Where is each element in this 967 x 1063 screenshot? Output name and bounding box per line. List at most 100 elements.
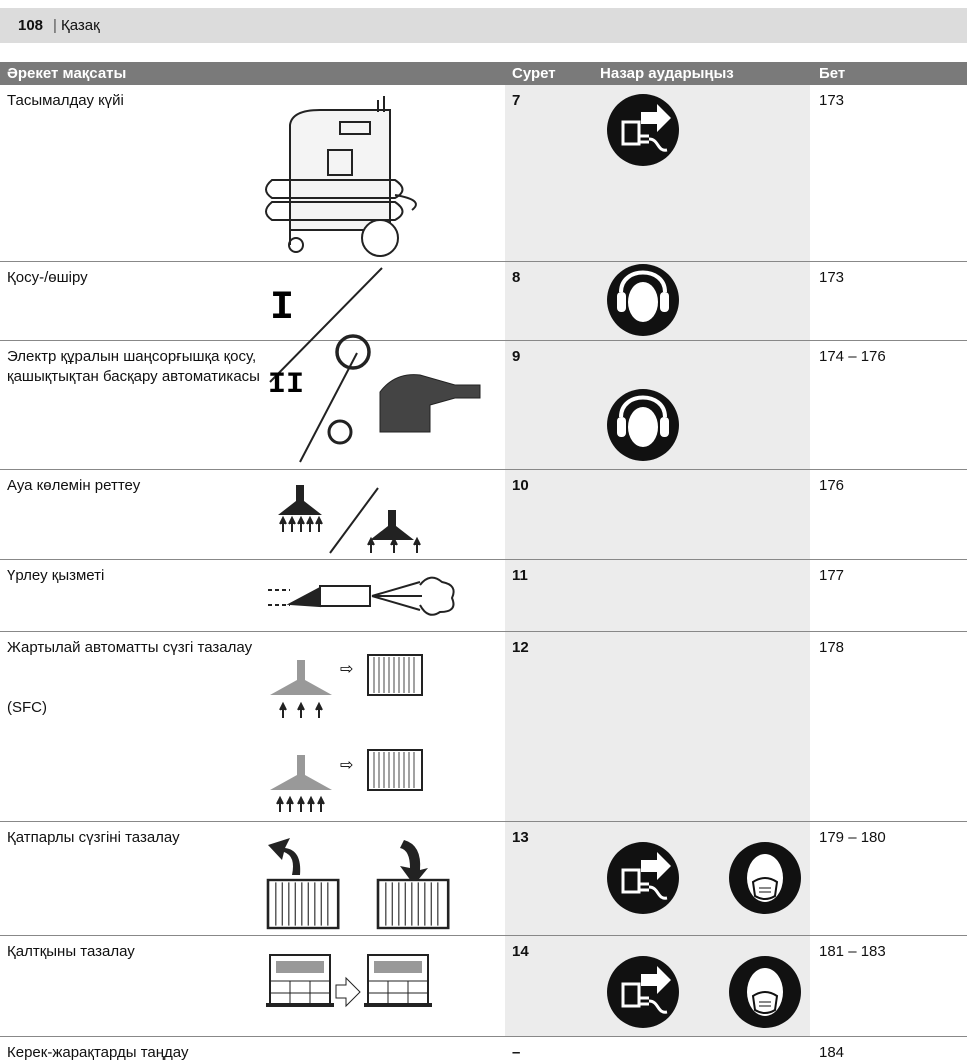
page-ref: 176 (819, 477, 845, 494)
filter-cleaning-sfc: ⇨ ⇨ (270, 654, 423, 813)
icon-part (319, 585, 371, 607)
icon-part: ⇨ (340, 661, 353, 678)
row-rule (0, 935, 967, 936)
icon-part (279, 517, 287, 533)
float-cleaning (265, 954, 433, 1008)
purpose: Ауа көлемін реттеу (7, 477, 141, 494)
figure-number: 7 (512, 92, 521, 109)
page-header: 108 | Қазақ (0, 8, 967, 43)
icon-part (367, 749, 423, 791)
row-rule (0, 340, 967, 341)
figure-number: 12 (512, 639, 529, 656)
icon-part (286, 797, 294, 813)
icon-part (289, 109, 391, 231)
table-header: Әрекет мақсаты Сурет Назар аударыңыз Бет (0, 62, 967, 85)
ear-protection-icon (605, 262, 681, 338)
icon-part (394, 194, 417, 211)
unplug-icon (605, 954, 681, 1030)
icon-part (297, 660, 305, 682)
page-ref: 174 – 176 (819, 348, 886, 365)
icon-part (367, 654, 423, 696)
on-off-symbol: I (269, 267, 383, 383)
figure-number: 8 (512, 269, 521, 286)
icon-part (299, 352, 358, 463)
icon-part (335, 976, 361, 1008)
icon-part (370, 510, 414, 540)
icon-part (269, 267, 383, 383)
row-rule (0, 559, 967, 560)
icon-part (276, 797, 284, 813)
icon-part (297, 517, 305, 533)
purpose: Қатпарлы сүзгіні тазалау (7, 829, 180, 846)
icon-part (376, 878, 450, 930)
column-header: Сурет (512, 65, 556, 82)
row-rule (0, 1036, 967, 1037)
ear-protection-icon (605, 387, 681, 463)
page-ref: 177 (819, 567, 845, 584)
icon-part (297, 797, 305, 813)
icon-part (379, 374, 481, 433)
icon-part (419, 576, 455, 616)
icon-part (288, 517, 296, 533)
separator: | (53, 17, 57, 34)
icon-part (265, 201, 404, 221)
icon-part (270, 775, 332, 790)
blowing (268, 576, 455, 616)
mask-icon (728, 955, 802, 1029)
figure-number: – (512, 1044, 521, 1061)
icon-part (279, 703, 287, 719)
icon-part (390, 538, 398, 554)
figure-number: 13 (512, 829, 529, 846)
purpose: Үрлеу қызметі (7, 567, 105, 584)
page-ref: 173 (819, 269, 845, 286)
air-volume (278, 485, 421, 554)
icon-part (270, 680, 332, 695)
icon-part (306, 517, 314, 533)
icon-part (286, 586, 321, 608)
page-number: 108 (18, 17, 44, 34)
icon-part (361, 219, 399, 257)
icon-part (297, 755, 305, 777)
row-rule (0, 821, 967, 822)
icon-part (335, 334, 371, 370)
purpose: Жартылай автоматты сүзгі тазалау (7, 639, 253, 656)
unplug-icon (605, 840, 681, 916)
figure-number: 9 (512, 348, 521, 365)
icon-part (371, 581, 422, 611)
icon-part (268, 838, 301, 875)
vacuum-cleaner (265, 96, 417, 257)
unplug-icon (605, 92, 681, 168)
icon-part (315, 703, 323, 719)
column-header: Бет (819, 65, 846, 82)
page-ref: 181 – 183 (819, 943, 886, 960)
pleated-filter (266, 838, 450, 930)
page-ref: 179 – 180 (819, 829, 886, 846)
language: Қазақ (61, 17, 100, 34)
icon-part (363, 954, 433, 1008)
purpose: Тасымалдау күйі (7, 92, 124, 109)
purpose: Қосу-/өшіру (7, 269, 88, 286)
column-header: Әрекет мақсаты (7, 65, 127, 82)
icon-part (265, 954, 335, 1008)
figure-number: 14 (512, 943, 529, 960)
icon-part: ⇨ (340, 757, 353, 774)
icon-part (413, 538, 421, 554)
column-header: Назар аударыңыз (600, 65, 734, 82)
icon-part (265, 179, 404, 199)
icon-part: I (270, 286, 294, 331)
icon-part: II (268, 368, 304, 402)
row-rule (0, 469, 967, 470)
auto-symbol: II (268, 352, 481, 463)
icon-part (327, 149, 353, 176)
row-rule (0, 261, 967, 262)
icon-part (329, 487, 379, 554)
icon-part (268, 589, 290, 606)
page-ref: 178 (819, 639, 845, 656)
icon-part (400, 840, 428, 885)
figure-number: 10 (512, 477, 529, 494)
icon-part (307, 797, 315, 813)
icon-part (339, 121, 371, 135)
purpose: Электр құралын шаңсорғышқа қосу, қашықты… (7, 348, 260, 385)
